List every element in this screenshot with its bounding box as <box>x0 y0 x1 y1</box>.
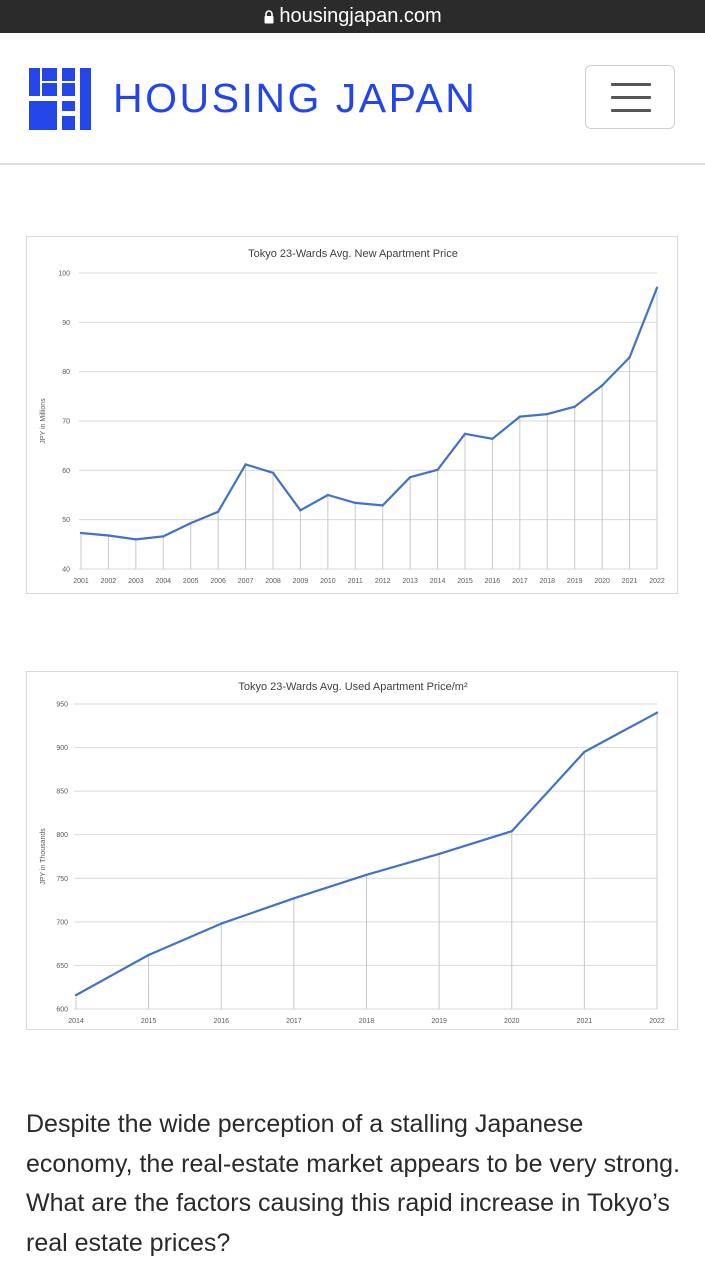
used-price-y-tick-label: 700 <box>56 919 68 926</box>
used-price-x-tick-label: 2021 <box>577 1018 593 1025</box>
used-price-x-tick-label: 2020 <box>504 1018 520 1025</box>
new-price-data-point <box>655 286 659 289</box>
new-price-data-point <box>573 405 576 408</box>
article-paragraph: Despite the wide perception of a stallin… <box>26 1110 681 1257</box>
new-apartment-price-chart: 40 50 60 70 80 90 100 2001 2002 2003 2004 2005 2006 2… <box>26 236 678 594</box>
new-price-x-tick-label: 2022 <box>649 578 665 585</box>
menu-line-icon <box>611 83 651 86</box>
new-price-x-tick-label: 2003 <box>128 578 144 585</box>
new-price-y-axis-label: JPY in Millions <box>40 398 47 444</box>
new-price-x-tick-label: 2016 <box>485 578 501 585</box>
used-price-data-point <box>655 711 659 714</box>
new-price-data-point <box>436 468 439 472</box>
new-price-x-tick-label: 2014 <box>430 578 446 585</box>
new-price-data-point <box>79 531 83 535</box>
used-price-y-tick-label: 650 <box>56 963 68 970</box>
used-price-x-tick-label: 2022 <box>649 1018 665 1025</box>
new-price-y-tick-label: 80 <box>62 369 70 376</box>
used-price-x-tick-label: 2017 <box>286 1018 302 1025</box>
used-price-data-point <box>510 830 513 833</box>
new-price-y-tick-label: 40 <box>62 567 70 574</box>
new-price-y-tick-label: 70 <box>62 419 70 426</box>
new-price-title: Tokyo 23-Wards Avg. New Apartment Price <box>248 248 458 260</box>
new-price-data-point <box>463 432 467 436</box>
new-price-y-tick-label: 60 <box>62 468 70 475</box>
used-price-y-axis-label: JPY in Thousands <box>40 828 47 885</box>
used-price-data-point <box>292 897 296 900</box>
new-price-data-point <box>600 384 604 387</box>
new-price-x-tick-label: 2002 <box>101 578 117 585</box>
used-price-y-tick-label: 900 <box>56 745 68 752</box>
new-price-data-point <box>491 437 494 440</box>
new-price-data-point <box>628 356 631 359</box>
new-price-y-tick-label: 90 <box>62 320 70 327</box>
new-price-x-tick-label: 2019 <box>567 578 583 585</box>
new-price-x-tick-label: 2018 <box>539 578 555 585</box>
new-price-data-point <box>216 510 220 513</box>
new-price-data-point <box>107 534 110 537</box>
new-price-x-tick-label: 2013 <box>402 578 418 585</box>
new-price-x-tick-label: 2012 <box>375 578 391 585</box>
used-price-data-point <box>583 750 586 754</box>
new-price-data-point <box>518 415 522 418</box>
used-price-x-tick-label: 2016 <box>213 1018 229 1025</box>
used-price-data-point <box>220 922 223 925</box>
menu-line-icon <box>611 109 651 112</box>
new-price-data-point <box>354 501 357 505</box>
brand-title[interactable]: HOUSING JAPAN <box>113 75 478 121</box>
new-price-x-tick-label: 2004 <box>155 578 171 585</box>
used-price-y-tick-label: 800 <box>56 832 68 839</box>
new-price-x-tick-label: 2008 <box>265 578 281 585</box>
browser-url-bar[interactable]: housingjapan.com <box>0 0 705 33</box>
site-header: HOUSING JAPAN <box>0 33 705 165</box>
new-price-data-point <box>271 471 275 474</box>
used-price-data-point <box>437 852 441 856</box>
new-price-data-point <box>299 509 302 512</box>
used-price-data-point <box>74 993 78 997</box>
used-price-x-tick-label: 2015 <box>141 1018 157 1025</box>
new-price-x-tick-label: 2015 <box>457 578 473 585</box>
new-price-x-tick-label: 2017 <box>512 578 528 585</box>
new-price-x-tick-label: 2005 <box>183 578 199 585</box>
new-price-x-tick-label: 2011 <box>348 578 363 585</box>
used-price-y-tick-label: 950 <box>56 702 68 709</box>
new-price-data-point <box>189 521 192 525</box>
housing-japan-logo-icon[interactable] <box>29 68 91 130</box>
used-apartment-price-chart: 600 650 700 750 800 850 900 950 2014 2015 2016 2017… <box>26 671 678 1030</box>
lock-icon <box>264 10 274 24</box>
used-price-x-tick-label: 2014 <box>68 1018 84 1025</box>
new-price-y-tick-label: 50 <box>62 517 70 524</box>
menu-line-icon <box>611 96 651 99</box>
new-price-data-point <box>244 463 247 466</box>
new-price-data-point <box>134 538 138 541</box>
used-price-x-tick-label: 2018 <box>359 1018 375 1025</box>
new-price-series-line <box>80 287 659 541</box>
hamburger-menu-button[interactable] <box>585 65 675 129</box>
new-price-x-tick-label: 2001 <box>73 578 89 585</box>
used-price-y-tick-label: 850 <box>56 789 68 796</box>
new-price-y-tick-label: 100 <box>58 271 70 278</box>
new-price-x-tick-label: 2006 <box>210 578 226 585</box>
url-text: housingjapan.com <box>279 5 442 27</box>
new-price-x-tick-label: 2007 <box>238 578 254 585</box>
new-price-data-point <box>381 504 384 507</box>
used-price-x-tick-label: 2019 <box>431 1018 447 1025</box>
used-apartment-price-chart-svg: 600 650 700 750 800 850 900 950 2014 2015 2016 2017… <box>40 681 665 1025</box>
used-price-data-point <box>365 873 368 876</box>
new-price-data-point <box>162 535 165 538</box>
new-price-x-tick-label: 2020 <box>594 578 610 585</box>
new-price-x-tick-label: 2010 <box>320 578 336 585</box>
new-price-data-point <box>326 493 330 497</box>
new-apartment-price-chart-svg: 40 50 60 70 80 90 100 2001 2002 2003 2004 2005 2006 2… <box>40 248 665 585</box>
new-price-x-tick-label: 2021 <box>622 578 638 585</box>
new-price-x-tick-label: 2009 <box>293 578 309 585</box>
used-price-data-point <box>147 953 150 957</box>
used-price-y-tick-label: 750 <box>56 876 68 883</box>
new-price-data-point <box>408 476 412 479</box>
used-price-y-tick-label: 600 <box>56 1007 68 1014</box>
used-price-title: Tokyo 23-Wards Avg. Used Apartment Price… <box>238 681 468 693</box>
new-price-data-point <box>546 412 549 416</box>
